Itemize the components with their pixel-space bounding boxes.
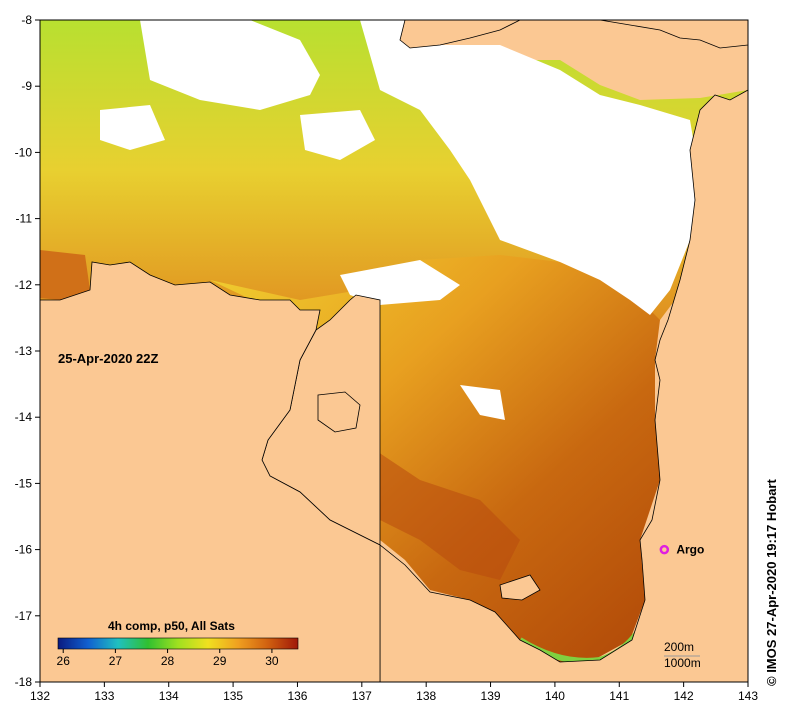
mornington-island [499, 574, 541, 601]
y-tick-label: -17 [15, 609, 33, 623]
land-top-east [599, 20, 748, 49]
cloud-region-west [140, 20, 320, 110]
x-tick-label: 142 [674, 689, 694, 703]
y-tick-label: -8 [21, 13, 32, 27]
y-tick-label: -9 [21, 79, 32, 93]
groote-eylandt [317, 391, 361, 433]
x-tick-label: 133 [94, 689, 114, 703]
contour-legend: 200m 1000m [664, 640, 701, 670]
contour-1000m-label: 1000m [664, 656, 701, 670]
cloud-patch [300, 110, 375, 160]
x-tick-label: 137 [352, 689, 372, 703]
y-tick-label: -12 [15, 278, 33, 292]
x-tick-label: 140 [545, 689, 565, 703]
y-tick-label: -15 [15, 476, 33, 490]
argo-marker[interactable]: Argo [659, 543, 705, 557]
credit-text: © IMOS 27-Apr-2020 19:17 Hobart [764, 479, 779, 686]
y-axis: -8 -9 -10 -11 -12 -13 -14 -15 -16 -17 -18 [15, 13, 40, 689]
cloud-patch [100, 105, 165, 150]
colorbar-gradient [57, 637, 299, 650]
y-tick-label: -11 [16, 212, 33, 226]
colorbar-tick-label: 28 [161, 654, 175, 668]
y-tick-label: -18 [15, 675, 33, 689]
argo-float-icon[interactable] [659, 544, 670, 555]
y-tick-label: -14 [15, 410, 33, 424]
y-tick-label: -16 [15, 543, 33, 557]
contour-200m-label: 200m [664, 640, 694, 654]
colorbar-title: 4h comp, p50, All Sats [108, 619, 235, 633]
land-arnhem [40, 261, 381, 682]
x-tick-label: 135 [223, 689, 243, 703]
x-tick-label: 134 [159, 689, 179, 703]
credit-text-box: © IMOS 27-Apr-2020 19:17 Hobart [764, 479, 779, 686]
x-tick-label: 141 [609, 689, 629, 703]
colorbar-tick-label: 29 [213, 654, 227, 668]
y-tick-label: -10 [15, 145, 33, 159]
colorbar-tick-label: 26 [57, 654, 71, 668]
y-tick-label: -13 [15, 344, 33, 358]
x-tick-label: 132 [30, 689, 50, 703]
x-tick-label: 143 [738, 689, 758, 703]
west-sea-surface [40, 250, 90, 300]
cloud-patch [340, 260, 460, 305]
cloud-patch [460, 385, 505, 420]
x-tick-label: 139 [481, 689, 501, 703]
colorbar-tick-label: 27 [109, 654, 123, 668]
colorbar: 4h comp, p50, All Sats 26 27 28 29 30 [57, 619, 299, 668]
land-top-north [399, 20, 521, 49]
timestamp-label: 25-Apr-2020 22Z [58, 351, 158, 366]
x-tick-label: 138 [416, 689, 436, 703]
argo-label: Argo [676, 543, 704, 557]
x-axis: 132 133 134 135 136 137 138 139 140 141 142 143 [30, 682, 758, 703]
x-tick-label: 136 [287, 689, 307, 703]
colorbar-tick-label: 30 [265, 654, 279, 668]
cloud-region-north [360, 20, 700, 315]
